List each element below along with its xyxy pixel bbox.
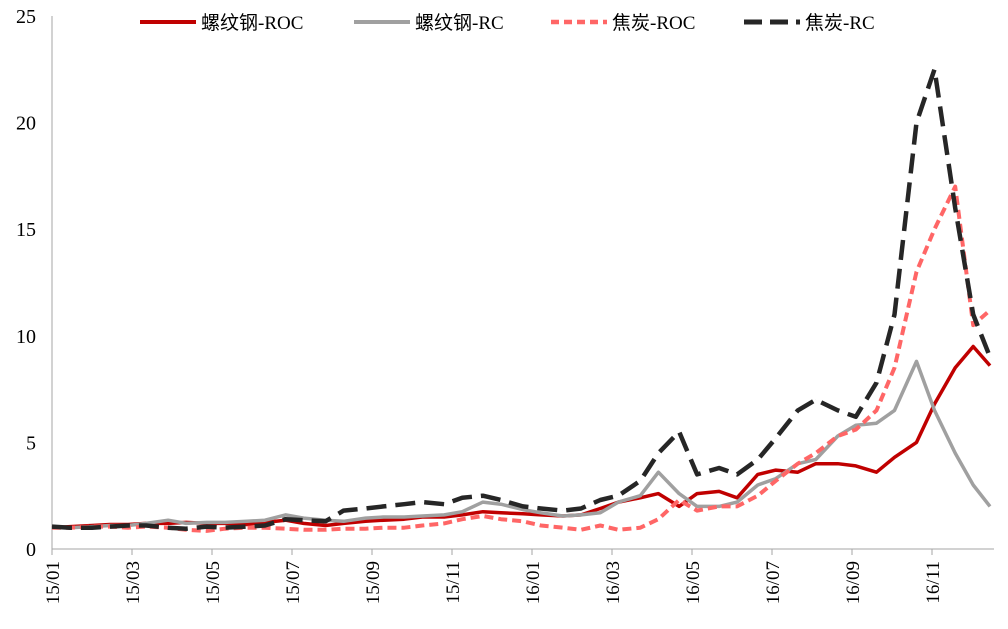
- y-tick-label: 15: [16, 219, 36, 241]
- x-tick-label: 16/11: [923, 561, 944, 604]
- x-tick-label: 15/07: [283, 561, 304, 604]
- x-tick-label: 16/05: [683, 561, 704, 604]
- legend-label: 焦炭-RC: [805, 12, 875, 34]
- y-tick-label: 5: [26, 432, 36, 454]
- x-tick-label: 16/03: [603, 561, 624, 604]
- y-tick-label: 25: [16, 6, 36, 28]
- x-tick-label: 15/01: [43, 561, 64, 604]
- legend-label: 螺纹钢-ROC: [201, 12, 303, 34]
- x-tick-label: 15/11: [443, 561, 464, 604]
- series-line-1: [52, 361, 990, 527]
- x-tick-label: 16/07: [763, 561, 784, 604]
- plot-area: [52, 69, 990, 531]
- y-axis: 0 5 10 15 20 25: [16, 6, 52, 561]
- legend-label: 焦炭-ROC: [612, 12, 695, 34]
- x-tick-label: 16/09: [843, 561, 864, 604]
- legend-label: 螺纹钢-RC: [415, 12, 504, 34]
- x-tick-label: 15/05: [203, 561, 224, 604]
- series-line-0: [52, 347, 990, 528]
- x-tick-label: 15/03: [123, 561, 144, 604]
- y-tick-label: 20: [16, 113, 36, 135]
- y-tick-label: 0: [26, 539, 36, 561]
- y-tick-label: 10: [16, 326, 36, 348]
- series-line-2: [52, 187, 990, 531]
- series-line-3: [52, 69, 990, 528]
- legend: 螺纹钢-ROC 螺纹钢-RC 焦炭-ROC 焦炭-RC: [140, 12, 875, 34]
- x-axis: 15/01 15/03 15/05 15/07 15/09 15/11 16/01 16/03…: [43, 549, 994, 604]
- x-tick-label: 15/09: [363, 561, 384, 604]
- x-tick-label: 16/01: [523, 561, 544, 604]
